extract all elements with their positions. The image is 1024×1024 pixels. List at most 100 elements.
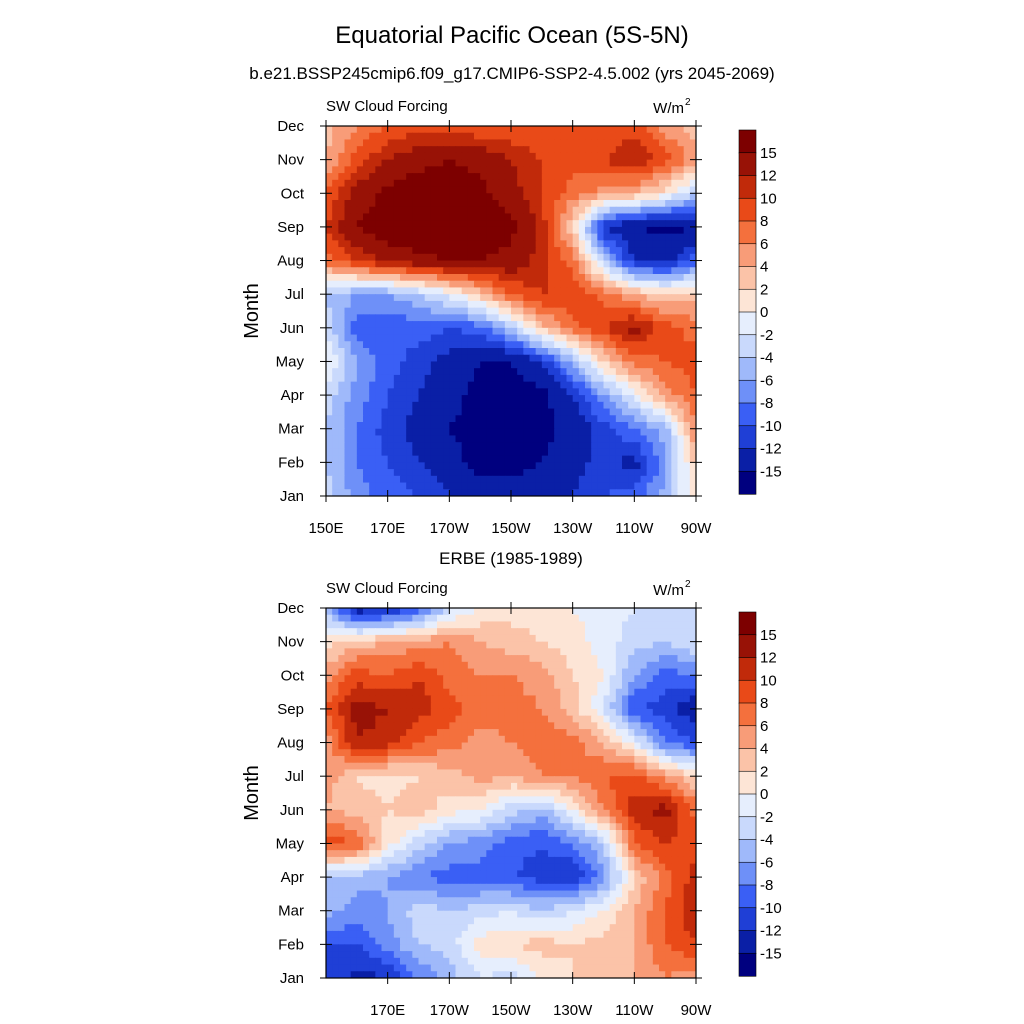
p1-cell bbox=[498, 428, 506, 437]
p1-cell bbox=[517, 307, 524, 315]
p2-cell bbox=[671, 628, 679, 636]
p1-cell bbox=[430, 489, 438, 496]
p1-cell bbox=[424, 280, 432, 289]
p2-cell bbox=[529, 641, 537, 649]
p1-cell bbox=[517, 341, 524, 349]
p2-cell bbox=[523, 695, 531, 703]
p1-cell bbox=[578, 139, 586, 147]
p1-cell bbox=[338, 422, 346, 430]
p2-cell bbox=[578, 668, 586, 676]
p1-cell bbox=[449, 280, 457, 289]
p2-cell bbox=[628, 702, 635, 710]
p1-cell bbox=[548, 482, 555, 490]
p1-cell bbox=[443, 253, 450, 262]
p1-cell bbox=[504, 220, 512, 228]
p1-cell bbox=[437, 361, 444, 369]
p1-cell bbox=[480, 469, 487, 477]
p2-cell bbox=[572, 668, 580, 676]
p2-cell bbox=[665, 641, 672, 649]
p2-cell bbox=[375, 735, 383, 744]
p2-cell bbox=[393, 782, 401, 791]
p1-cell bbox=[338, 435, 346, 443]
p1-cell bbox=[665, 422, 672, 430]
p2-cell bbox=[609, 661, 617, 670]
p1-cell bbox=[609, 126, 617, 134]
p1-cell bbox=[566, 159, 574, 167]
p1-cell bbox=[609, 428, 617, 437]
p1-cell bbox=[326, 213, 333, 221]
p1-cell bbox=[412, 186, 420, 194]
p2-cell bbox=[529, 735, 537, 744]
p1-cell bbox=[449, 395, 457, 403]
p1-cell bbox=[566, 287, 574, 295]
p2-cell bbox=[511, 675, 518, 683]
p1-cell bbox=[517, 240, 524, 248]
p1-cell bbox=[671, 206, 679, 215]
p1-cell bbox=[622, 395, 629, 403]
p1-cell bbox=[665, 139, 672, 147]
p1-cell bbox=[560, 354, 568, 363]
p2-cell bbox=[554, 668, 561, 676]
p1-cell bbox=[585, 401, 592, 410]
p1-cell bbox=[326, 206, 333, 215]
p2-cell bbox=[474, 695, 481, 703]
p1-cell bbox=[350, 401, 358, 410]
p1-cell bbox=[665, 247, 672, 255]
p1-cell bbox=[474, 240, 481, 248]
p2-cell bbox=[548, 708, 555, 717]
p2-cell bbox=[504, 634, 512, 643]
p2-cell bbox=[541, 708, 549, 717]
p1-cell bbox=[665, 179, 672, 188]
p1-cell bbox=[498, 415, 506, 423]
p2-cell bbox=[363, 749, 370, 757]
p1-cell bbox=[443, 348, 450, 356]
p1-cell bbox=[480, 126, 487, 134]
p1-cell bbox=[683, 213, 691, 221]
p2-cell bbox=[572, 756, 580, 764]
p2-cell bbox=[461, 648, 469, 656]
p2-cell bbox=[517, 756, 524, 764]
p1-x-tick-label: 150W bbox=[491, 520, 531, 537]
p2-cell bbox=[480, 776, 487, 784]
p2-cell bbox=[492, 722, 500, 730]
p1-cell bbox=[677, 226, 685, 235]
p1-cell bbox=[338, 361, 346, 369]
p1-cell bbox=[548, 206, 555, 215]
p1-cell bbox=[603, 274, 611, 282]
p1-cell bbox=[689, 200, 696, 208]
p1-cell bbox=[566, 179, 574, 188]
p1-cell bbox=[338, 368, 346, 376]
p1-cell bbox=[492, 455, 500, 463]
p2-cell bbox=[517, 762, 524, 771]
p1-ylabel: Month bbox=[241, 283, 263, 339]
p1-cell bbox=[597, 368, 605, 376]
p2-cell bbox=[387, 769, 395, 777]
p1-cell bbox=[430, 415, 438, 423]
p1-cell bbox=[406, 442, 413, 450]
p2-cell bbox=[517, 641, 524, 649]
p2-cell bbox=[400, 682, 407, 690]
p2-cell bbox=[449, 729, 457, 737]
p1-cell bbox=[437, 287, 444, 295]
p1-cell bbox=[492, 132, 500, 141]
p1-cell bbox=[437, 220, 444, 228]
p1-cell bbox=[504, 401, 512, 410]
p2-cell bbox=[529, 655, 537, 663]
p1-cell bbox=[430, 146, 438, 154]
p1-cell bbox=[474, 354, 481, 363]
p1-cell bbox=[461, 233, 469, 241]
p1-cell bbox=[609, 314, 617, 322]
p2-cell bbox=[437, 695, 444, 703]
p2-cell bbox=[517, 715, 524, 723]
p1-cell bbox=[467, 240, 475, 248]
p2-cell bbox=[615, 641, 623, 649]
p1-cell bbox=[412, 247, 420, 255]
p1-cell bbox=[406, 401, 413, 410]
p1-cell bbox=[387, 469, 395, 477]
p2-cell bbox=[437, 769, 444, 777]
p1-cell bbox=[480, 307, 487, 315]
p2-cell bbox=[529, 682, 537, 690]
p1-cell bbox=[326, 226, 333, 235]
p1-cell bbox=[437, 435, 444, 443]
p1-cell bbox=[375, 213, 383, 221]
